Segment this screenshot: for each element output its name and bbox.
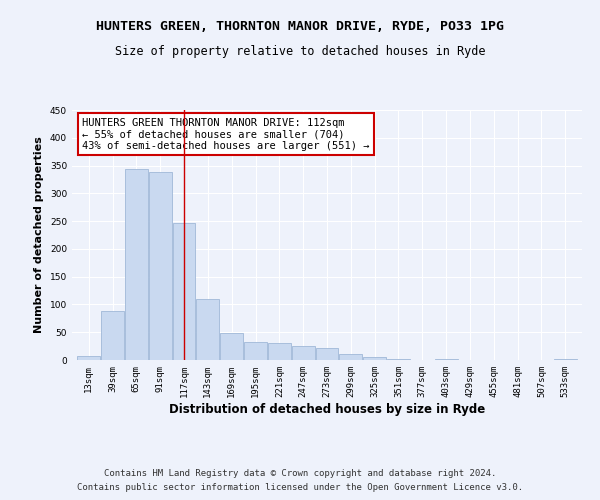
Text: Contains HM Land Registry data © Crown copyright and database right 2024.: Contains HM Land Registry data © Crown c… <box>104 468 496 477</box>
Text: Contains public sector information licensed under the Open Government Licence v3: Contains public sector information licen… <box>77 484 523 492</box>
Bar <box>220 333 243 360</box>
Bar <box>77 356 100 360</box>
Text: HUNTERS GREEN, THORNTON MANOR DRIVE, RYDE, PO33 1PG: HUNTERS GREEN, THORNTON MANOR DRIVE, RYD… <box>96 20 504 33</box>
Bar <box>244 342 267 360</box>
Bar <box>173 224 196 360</box>
Bar <box>363 357 386 360</box>
Bar <box>340 354 362 360</box>
Bar <box>268 344 291 360</box>
Text: Size of property relative to detached houses in Ryde: Size of property relative to detached ho… <box>115 45 485 58</box>
Bar <box>292 346 314 360</box>
Y-axis label: Number of detached properties: Number of detached properties <box>34 136 44 334</box>
Bar <box>316 348 338 360</box>
X-axis label: Distribution of detached houses by size in Ryde: Distribution of detached houses by size … <box>169 402 485 415</box>
Bar <box>125 170 148 360</box>
Text: HUNTERS GREEN THORNTON MANOR DRIVE: 112sqm
← 55% of detached houses are smaller : HUNTERS GREEN THORNTON MANOR DRIVE: 112s… <box>82 118 370 150</box>
Bar <box>101 310 124 360</box>
Bar <box>149 172 172 360</box>
Bar <box>196 299 219 360</box>
